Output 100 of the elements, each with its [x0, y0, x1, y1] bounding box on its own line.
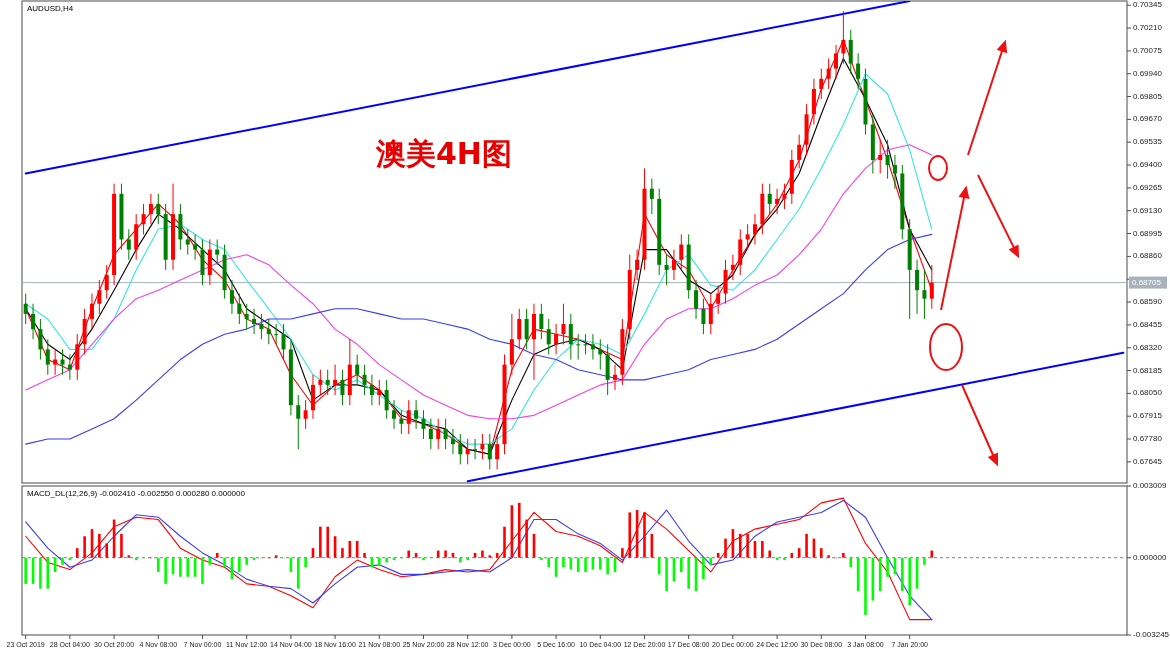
bar	[422, 557, 425, 561]
y-tick-label: 0.68185	[1133, 365, 1163, 375]
bar	[444, 550, 447, 558]
y-tick-label: 0.70345	[1133, 0, 1163, 10]
bar	[164, 557, 167, 584]
bar	[878, 557, 882, 592]
y-tick-label: 0.67780	[1133, 434, 1163, 444]
bar	[702, 557, 705, 580]
bar	[886, 557, 889, 577]
bar	[156, 557, 160, 572]
annotation: 澳美4H图	[375, 136, 512, 171]
bar	[628, 512, 632, 558]
ref-line-label: 0.68705	[1132, 277, 1162, 287]
y-tick-label: 0.003009	[1133, 481, 1167, 491]
bar	[827, 555, 830, 558]
y-tick-label: 0.69940	[1133, 68, 1163, 78]
bar	[201, 557, 204, 584]
bar	[547, 557, 551, 568]
bar	[488, 555, 492, 558]
bar	[24, 557, 27, 584]
bar	[930, 550, 934, 558]
bar	[215, 552, 219, 558]
bar	[179, 557, 182, 577]
bar	[643, 512, 646, 558]
bar	[238, 557, 241, 572]
bar	[105, 543, 109, 558]
bar	[709, 557, 713, 565]
bar	[805, 533, 808, 558]
y-tick-label: -0.003245	[1133, 630, 1170, 640]
bar	[223, 557, 226, 568]
bar	[901, 557, 904, 592]
bar	[849, 557, 853, 568]
bar	[842, 552, 845, 558]
y-tick-label: 0.69400	[1133, 160, 1163, 170]
bar	[606, 557, 609, 575]
y-tick-label: 0.67645	[1133, 456, 1163, 466]
bar	[908, 557, 911, 606]
bar	[525, 519, 528, 558]
bar	[503, 526, 506, 558]
bar	[436, 550, 440, 558]
bar	[46, 557, 50, 589]
bar	[326, 526, 330, 558]
bar	[680, 557, 683, 572]
bar	[562, 557, 565, 568]
bar	[598, 557, 602, 570]
y-tick-label: 0.68995	[1133, 228, 1163, 238]
bar	[385, 557, 388, 563]
line-series	[25, 233, 933, 445]
bar	[459, 557, 462, 563]
bar	[120, 533, 123, 558]
bar	[819, 548, 823, 558]
chart-title: AUDUSD,H4	[27, 4, 74, 13]
y-tick-label: 0.69805	[1133, 91, 1163, 101]
bar	[540, 557, 543, 561]
bar	[687, 557, 690, 589]
bar	[98, 533, 101, 558]
bar	[738, 533, 742, 558]
bar	[768, 550, 772, 558]
bar	[127, 555, 131, 558]
bar	[923, 557, 926, 565]
y-tick-label: 0.68860	[1133, 251, 1163, 261]
chart-title: MACD_DL(12,26,9) -0.002410 -0.002550 0.000280 0.000000	[27, 489, 246, 498]
bar	[39, 557, 42, 589]
bar	[621, 548, 624, 558]
y-tick-label: 0.68455	[1133, 319, 1163, 329]
y-tick-label: 0.69265	[1133, 182, 1163, 192]
y-tick-label: 0.67915	[1133, 411, 1163, 421]
y-tick-label: 0.70210	[1133, 23, 1163, 33]
bar	[584, 557, 587, 572]
y-tick-label: 0.69535	[1133, 137, 1163, 147]
y-tick-label: 0.69670	[1133, 114, 1163, 124]
y-tick-label: 0.68320	[1133, 342, 1163, 352]
bar	[245, 557, 248, 565]
bar	[864, 557, 867, 615]
bar	[517, 502, 521, 558]
bar	[186, 557, 190, 577]
bar	[724, 538, 727, 558]
bar	[657, 557, 661, 575]
bar	[783, 557, 786, 561]
y-tick-label: 0.68050	[1133, 388, 1163, 398]
bar	[296, 557, 300, 589]
bar	[304, 557, 307, 568]
bar	[377, 557, 381, 565]
y-tick-label: 0.69130	[1133, 205, 1163, 215]
bar	[746, 533, 749, 558]
bar	[761, 541, 764, 558]
y-tick-label: 0.68590	[1133, 297, 1163, 307]
bar	[319, 526, 322, 558]
bar	[274, 555, 278, 558]
bar	[83, 536, 86, 558]
bar	[341, 548, 344, 558]
y-tick-label: 0.70075	[1133, 46, 1163, 55]
bar	[665, 557, 668, 592]
y-tick-label: 0.000000	[1133, 552, 1167, 562]
bar	[481, 550, 484, 558]
bar	[363, 552, 366, 558]
bar	[61, 557, 64, 565]
bar	[407, 550, 411, 558]
bar	[466, 557, 469, 561]
bar	[75, 548, 79, 558]
